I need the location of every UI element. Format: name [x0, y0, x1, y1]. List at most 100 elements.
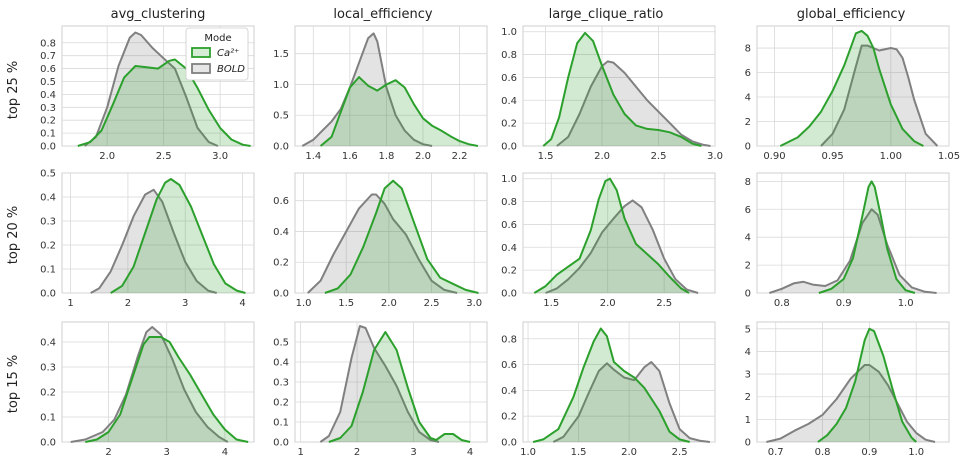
kde-line-bold [319, 325, 440, 443]
x-tick-label: 0.9 [836, 298, 852, 309]
kde-line-bold [545, 199, 699, 294]
y-tick-label: 0.0 [40, 438, 56, 449]
y-tick-label: 0.6 [273, 196, 289, 207]
y-tick-label: 0 [745, 289, 751, 300]
y-tick-label: 0.1 [40, 129, 56, 140]
kde-panel: 2 3 4 0.0 0.1 0.2 0.3 0.4 [40, 321, 255, 458]
y-tick-label: 0.5 [40, 169, 56, 180]
y-tick-label: 0.3 [40, 103, 56, 114]
y-tick-label: 0.4 [501, 243, 517, 254]
y-tick-label: 0.4 [40, 338, 56, 349]
kde-line-ca [533, 177, 690, 294]
x-tick-label: 1.0 [520, 447, 536, 458]
kde-area-ca [543, 32, 702, 146]
y-tick-label: 0.1 [273, 418, 289, 429]
row-label: top 15 % [6, 355, 21, 413]
y-tick-label: 0.8 [40, 38, 56, 49]
y-tick-label: 0.5 [40, 77, 56, 88]
y-tick-label: 0.0 [273, 142, 289, 153]
kde-area-bold [553, 362, 710, 442]
kde-line-ca [319, 76, 479, 147]
x-tick-label: 2 [105, 447, 111, 458]
y-tick-label: 0.2 [501, 266, 517, 277]
panel-frame [294, 172, 488, 294]
kde-area-ca [77, 59, 251, 146]
y-tick-label: 0.0 [501, 438, 517, 449]
y-tick-label: 4 [745, 233, 751, 244]
x-tick-label: 1.5 [338, 298, 354, 309]
x-tick-label: 3 [182, 298, 188, 309]
y-tick-label: 6 [745, 205, 751, 216]
panel-frame [522, 321, 716, 443]
x-tick-label: 2.2 [452, 151, 468, 162]
y-tick-label: 0.3 [40, 363, 56, 374]
y-tick-label: 2 [745, 117, 751, 128]
y-tick-label: 4 [745, 93, 751, 104]
y-tick-label: 3 [745, 370, 751, 381]
y-tick-label: 0.5 [273, 111, 289, 122]
kde-line-ca [110, 178, 246, 294]
kde-panel: 1.4 1.6 1.8 2.0 2.2 0.0 0.5 1.0 1.5 [273, 25, 488, 162]
panel-frame [522, 172, 716, 294]
panel-frame [756, 25, 950, 147]
x-tick-label: 2 [125, 298, 131, 309]
panels: 2.0 2.5 3.00.00.10.20.30.40.50.60.70.81.4 1… [40, 25, 960, 458]
y-tick-label: 0.2 [501, 119, 517, 130]
y-tick-label: 4 [745, 347, 751, 358]
kde-line-bold [90, 188, 217, 294]
y-tick-label: 0.5 [273, 338, 289, 349]
x-tick-label: 1 [67, 298, 73, 309]
x-tick-label: 1.00 [880, 151, 902, 162]
y-tick-label: 0.0 [501, 289, 517, 300]
y-tick-label: 0.6 [40, 64, 56, 75]
y-tick-label: 0.0 [501, 142, 517, 153]
kde-line-bold [301, 32, 433, 147]
y-tick-label: 0.0 [40, 289, 56, 300]
x-tick-label: 1.5 [571, 447, 587, 458]
x-tick-label: 1.5 [538, 151, 554, 162]
legend-title: Mode [204, 33, 231, 44]
legend-box [185, 27, 249, 81]
y-tick-label: 2 [745, 392, 751, 403]
y-tick-label: 0.4 [273, 358, 289, 369]
y-tick-label: 1.0 [501, 27, 517, 38]
x-tick-label: 2.5 [656, 298, 672, 309]
y-tick-label: 1.0 [273, 80, 289, 91]
x-tick-label: 2.5 [156, 151, 172, 162]
x-tick-label: 2.0 [600, 298, 616, 309]
kde-panel: 0.8 0.9 1.0 0 2 4 6 8 [745, 172, 950, 309]
x-tick-label: 2.0 [415, 151, 431, 162]
kde-panel: 1.5 2.0 2.5 3.0 0.0 0.2 0.4 0.6 0.8 1.0 [501, 25, 723, 162]
y-tick-label: 0.0 [273, 438, 289, 449]
kde-area-ca [320, 77, 478, 146]
column-title: local_efficiency [333, 7, 433, 22]
x-tick-label: 2.0 [621, 447, 637, 458]
column-title: large_clique_ratio [549, 7, 664, 22]
x-tick-label: 0.8 [774, 298, 790, 309]
y-tick-label: 0.2 [40, 241, 56, 252]
y-tick-label: 0.3 [273, 378, 289, 389]
legend-swatch-bold [191, 63, 211, 74]
y-tick-label: 0.4 [40, 193, 56, 204]
x-tick-label: 2 [354, 447, 360, 458]
y-tick-label: 0 [745, 142, 751, 153]
column-title: avg_clustering [111, 7, 206, 22]
y-tick-label: 1.5 [273, 49, 289, 60]
x-tick-label: 3 [164, 447, 170, 458]
y-tick-label: 6 [745, 68, 751, 79]
kde-line-bold [70, 326, 229, 443]
kde-panel: 1 2 3 4 0.0 0.1 0.2 0.3 0.4 0.5 [40, 169, 255, 309]
kde-line-ca [542, 31, 702, 147]
x-tick-label: 0.8 [815, 447, 831, 458]
x-tick-label: 2.0 [594, 151, 610, 162]
row-label: top 25 % [6, 61, 21, 119]
y-tick-label: 0.6 [501, 360, 517, 371]
kde-line-bold [556, 60, 711, 147]
x-tick-label: 3.0 [466, 298, 482, 309]
kde-area-ca [85, 337, 249, 442]
y-tick-label: 1 [745, 415, 751, 426]
y-tick-label: 0.2 [501, 412, 517, 423]
kde-line-ca [85, 336, 249, 443]
kde-area-bold [821, 45, 938, 146]
kde-area-ca [328, 332, 471, 442]
